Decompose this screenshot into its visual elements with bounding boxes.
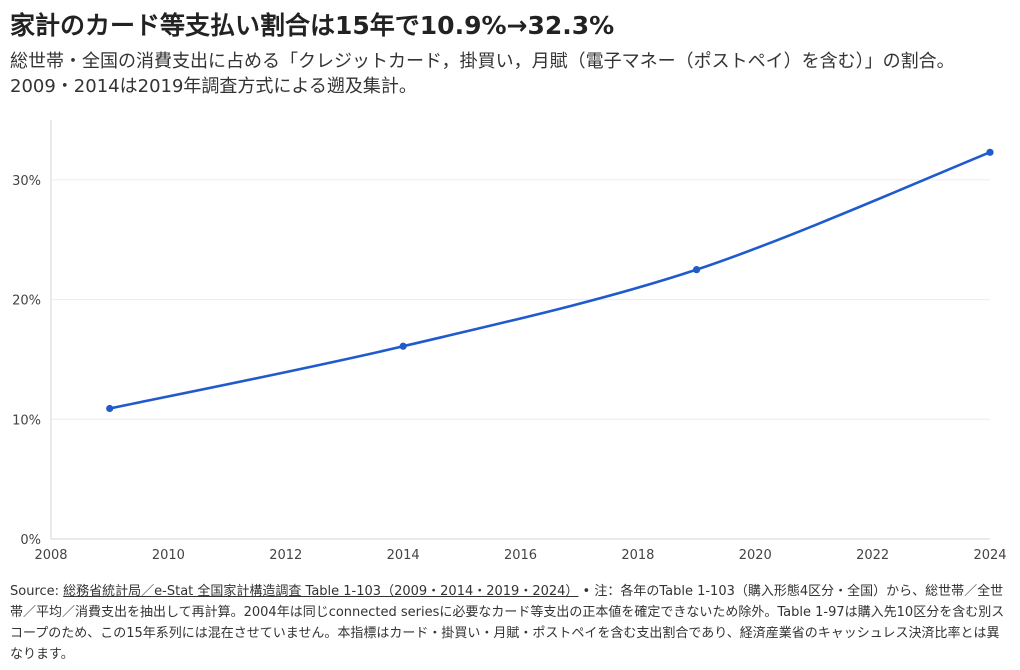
x-tick-label: 2014 — [387, 548, 420, 563]
data-point — [106, 404, 114, 413]
x-tick-label: 2020 — [739, 548, 772, 563]
source-prefix: Source: — [10, 584, 64, 599]
data-point — [399, 342, 407, 350]
x-tick-label: 2024 — [973, 548, 1006, 563]
chart-title: 家計のカード等支払い割合は15年で10.9%→32.3% — [10, 11, 615, 40]
source-link[interactable]: 総務省統計局／e-Stat 全国家計構造調査 Table 1-103（2009・… — [63, 584, 579, 599]
data-point — [986, 148, 994, 156]
footer-note: • 注：各年のTable 1-103（購入形態4区分・全国）から、総世帯／全世帯… — [10, 584, 1005, 662]
data-point — [692, 266, 701, 274]
x-tick-label: 2022 — [856, 548, 889, 563]
y-tick-label: 10% — [12, 413, 41, 428]
x-tick-label: 2018 — [621, 548, 654, 563]
y-tick-label: 0% — [20, 533, 41, 548]
series — [106, 148, 994, 413]
axes: 0% 10% 20% 30% 2008 2010 2012 2014 2016 2018 2020 2… — [12, 120, 1007, 563]
x-tick-label: 2016 — [504, 548, 537, 563]
source-footer: Source: 総務省統計局／e-Stat 全国家計構造調査 Table 1-1… — [10, 581, 1012, 665]
gridlines — [51, 179, 990, 420]
y-tick-label: 30% — [12, 174, 41, 189]
y-tick-label: 20% — [12, 294, 41, 309]
x-tick-label: 2008 — [34, 548, 67, 563]
series-line — [108, 151, 992, 410]
x-tick-label: 2012 — [269, 548, 302, 563]
x-tick-label: 2010 — [152, 548, 185, 563]
chart-subtitle: 総世帯・全国の消費支出に占める「クレジットカード，掛買い，月賦（電子マネー（ポス… — [10, 51, 955, 97]
line-chart: 0% 10% 20% 30% 2008 2010 2012 2014 2016 2018 2020 2… — [12, 120, 1007, 563]
